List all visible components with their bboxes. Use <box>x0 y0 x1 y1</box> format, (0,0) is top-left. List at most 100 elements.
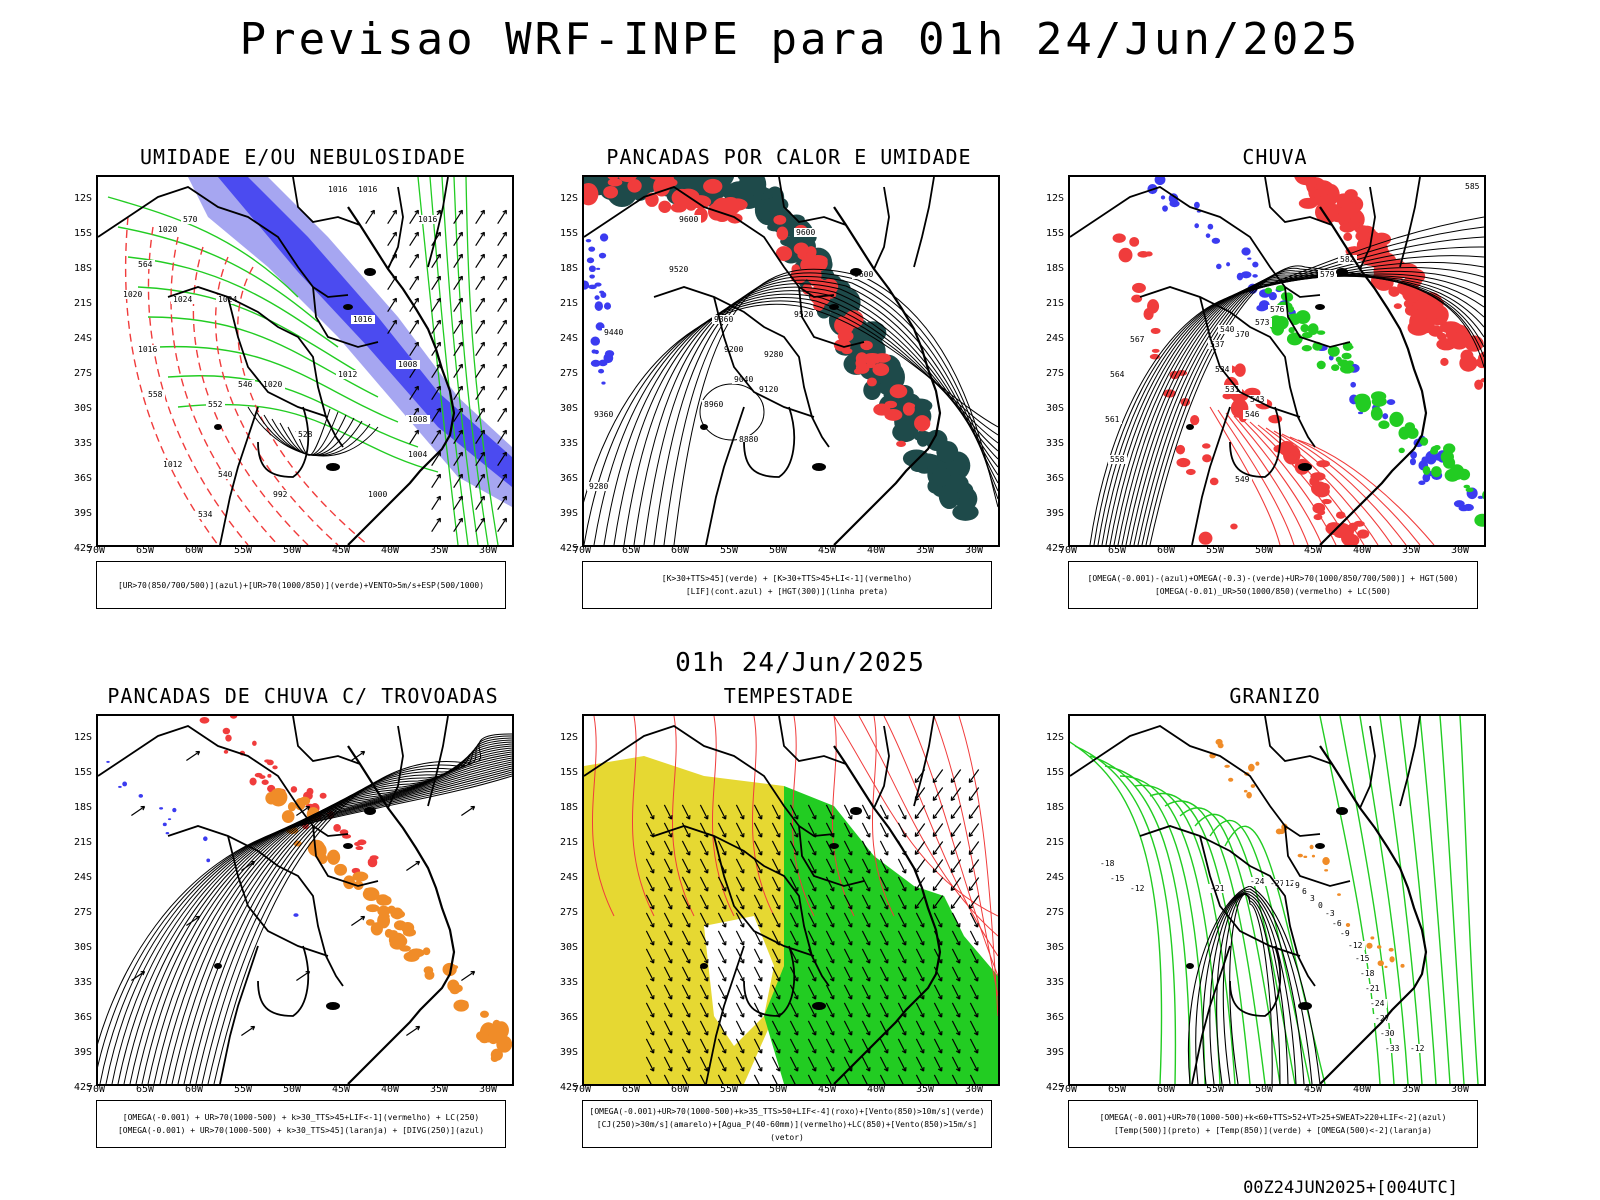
contour-label: 540 <box>218 470 233 479</box>
latitude-label: 42S <box>1045 543 1064 554</box>
longitude-label: 50W <box>1254 1084 1274 1095</box>
contour-label: 9280 <box>589 482 608 491</box>
contour-label: 570 <box>183 215 198 224</box>
country-border <box>653 286 830 448</box>
coastline <box>347 206 456 545</box>
latitude-label: 30S <box>559 403 578 414</box>
contour-label: 573 <box>1255 318 1270 327</box>
contour-label: 1016 <box>328 185 347 194</box>
latitude-label: 21S <box>73 837 92 848</box>
latitude-label: 24S <box>73 333 92 344</box>
legend-box: [OMEGA(-0.001)+UR>70(1000-500)+k>35_TTS>… <box>582 1100 992 1148</box>
country-border <box>798 286 865 348</box>
country-border <box>743 406 796 478</box>
contour-label: 585 <box>1465 182 1480 191</box>
contour-label: 9520 <box>794 310 813 319</box>
map-canvas: -12 -15 -18 -21 -24 -27 12 9 6 3 0 -3 -6 -9 -12 -15 -18-… <box>1068 714 1486 1086</box>
latitude-label: 27S <box>73 907 92 918</box>
contour-label: 6 <box>1302 887 1307 896</box>
country-border <box>1191 945 1231 1084</box>
contour-label: 540 <box>1220 325 1235 334</box>
country-border <box>292 716 361 765</box>
longitude-label: 65W <box>135 1084 155 1095</box>
contour-label: -33 <box>1385 1044 1400 1053</box>
latitude-label: 21S <box>73 298 92 309</box>
country-border <box>167 825 344 987</box>
lcl-contours <box>1209 406 1435 545</box>
wind-vectors <box>645 769 980 1084</box>
longitude-label: 50W <box>768 545 788 556</box>
contour-label: -21 <box>1210 884 1225 893</box>
legend-text: [OMEGA(-0.001) + UR>70(1000-500) + k>30_… <box>117 1126 485 1135</box>
contour-label: 534 <box>198 510 213 519</box>
main-title: Previsao WRF-INPE para 01h 24/Jun/2025 <box>239 14 1361 65</box>
longitude-label: 35W <box>1401 1084 1421 1095</box>
longitude-label: 65W <box>1107 1084 1127 1095</box>
country-border <box>427 716 449 807</box>
latitude-label: 21S <box>559 837 578 848</box>
contour-label: 1020 <box>158 225 177 234</box>
panel-title: UMIDADE E/OU NEBULOSIDADE <box>139 145 467 169</box>
contour-label: 9600 <box>679 215 698 224</box>
contour-label: 9520 <box>669 265 688 274</box>
contour-label: -27 <box>1270 879 1285 888</box>
legend-text: [OMEGA(-0.01)_UR>50(1000/850)(vermelho) … <box>1154 587 1391 596</box>
country-border <box>257 406 310 478</box>
streamlines <box>98 733 512 1084</box>
country-border <box>257 945 310 1017</box>
country-border <box>1284 825 1351 887</box>
longitude-label: 40W <box>866 545 886 556</box>
longitude-label: 35W <box>1401 545 1421 556</box>
contour-label: -21 <box>1365 984 1380 993</box>
country-border <box>219 945 259 1084</box>
country-border <box>798 825 865 887</box>
latitude-label: 39S <box>559 1047 578 1058</box>
rain-area-north <box>1294 177 1484 390</box>
longitude-label: 40W <box>380 1084 400 1095</box>
contour-label: 546 <box>238 380 253 389</box>
lifted-index-area <box>584 233 615 385</box>
longitude-label: 40W <box>1352 545 1372 556</box>
contour-label: -6 <box>1332 919 1342 928</box>
latitude-label: 36S <box>73 473 92 484</box>
lake <box>1298 1002 1312 1010</box>
longitude-label: 45W <box>817 1084 837 1095</box>
instability-strong-north <box>584 177 748 224</box>
country-border <box>705 945 745 1084</box>
lake <box>829 843 839 849</box>
green-contours <box>107 196 439 473</box>
coastline <box>1319 745 1428 1084</box>
contour-labels: 9600960096009520944093609280920091209040… <box>587 215 876 491</box>
contour-label: 1020 <box>263 380 282 389</box>
longitude-label: 40W <box>866 1084 886 1095</box>
longitude-label: 45W <box>1303 1084 1323 1095</box>
legend-text: [OMEGA(-0.001)+UR>70(1000-500)+k>35_TTS>… <box>589 1106 985 1116</box>
country-border <box>653 825 830 987</box>
contour-label: 531 <box>1225 385 1240 394</box>
legend-text: [Temp(500)](preto) + [Temp(850)](verde) … <box>1114 1126 1432 1135</box>
panel-title: TEMPESTADE <box>723 684 855 708</box>
latitude-label: 39S <box>1045 508 1064 519</box>
latitude-label: 24S <box>559 872 578 883</box>
latitude-label: 18S <box>1045 263 1064 274</box>
country-border <box>873 725 890 809</box>
contour-label: -24 <box>1250 877 1265 886</box>
lcl-contours <box>833 716 998 1017</box>
contour-label: 549 <box>1235 475 1250 484</box>
coastline <box>833 206 942 545</box>
latitude-label: 15S <box>559 767 578 778</box>
omega-strong-area <box>1264 285 1484 527</box>
latitude-label: 12S <box>559 732 578 743</box>
contour-label: 1016 <box>138 345 157 354</box>
longitude-label: 30W <box>478 1084 498 1095</box>
contour-label: 570 <box>1235 330 1250 339</box>
legend-box: [UR>70(850/700/500)](azul)+[UR>70(1000/8… <box>96 561 506 609</box>
contour-labels: -12-15-18-21-24 -27 12 9630-3-6-9-12-15-18-… <box>1098 859 1427 1053</box>
latitude-label: 39S <box>73 508 92 519</box>
country-border <box>584 186 835 298</box>
longitude-label: 45W <box>817 545 837 556</box>
longitude-label: 40W <box>1352 1084 1372 1095</box>
